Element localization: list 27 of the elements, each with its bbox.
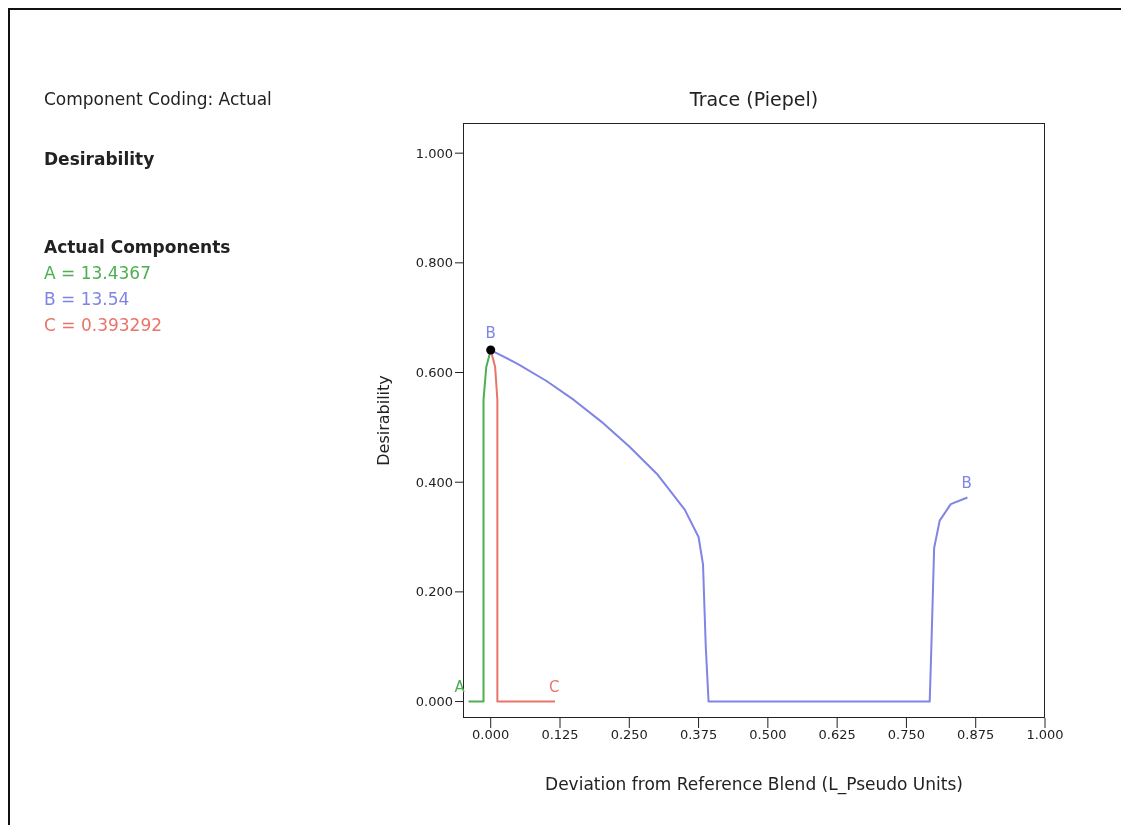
- series-label: B: [961, 473, 972, 492]
- y-tick-label: 0.400: [415, 474, 453, 490]
- x-tick-label: 0.500: [749, 727, 787, 743]
- series-label: C: [549, 677, 560, 696]
- x-tick-label: 0.000: [472, 727, 510, 743]
- text: Desirability: [44, 148, 156, 171]
- x-tick-label: 1.000: [1026, 727, 1064, 743]
- x-tick-label: 0.875: [957, 727, 995, 743]
- x-tick-label: 0.375: [679, 727, 718, 743]
- text: Actual Components: [44, 236, 232, 259]
- text: Component Coding: Actual: [44, 88, 273, 111]
- y-tick-label: 0.800: [415, 255, 453, 271]
- x-tick-label: 0.250: [610, 727, 648, 743]
- x-tick-label: 0.125: [541, 727, 579, 743]
- x-tick-label: 0.750: [887, 727, 926, 743]
- y-tick-label: 0.600: [415, 365, 453, 381]
- x-tick-label: 0.625: [818, 727, 856, 743]
- chart-title: Trace (Piepel): [688, 88, 820, 110]
- y-axis-title: Desirability: [373, 375, 393, 466]
- text: A = 13.4367: [44, 262, 152, 285]
- y-tick-label: 0.200: [415, 584, 453, 600]
- annotation: B: [485, 324, 496, 343]
- y-tick-label: 1.000: [415, 145, 453, 161]
- text: B = 13.54: [44, 288, 131, 311]
- y-tick-label: 0.000: [415, 694, 453, 710]
- x-axis-title: Deviation from Reference Blend (L_Pseudo Units): [545, 774, 963, 795]
- text: C = 0.393292: [44, 314, 164, 337]
